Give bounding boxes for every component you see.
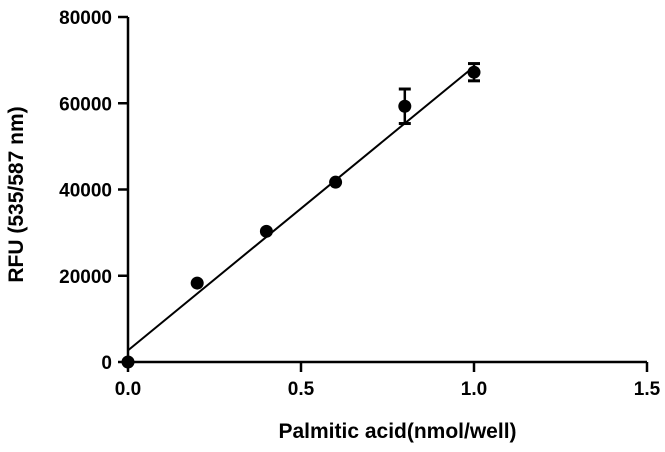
data-point bbox=[190, 276, 204, 290]
y-tick-label: 60000 bbox=[59, 94, 112, 115]
data-point bbox=[121, 355, 135, 369]
x-tick-label: 0.0 bbox=[115, 379, 141, 400]
data-points bbox=[121, 65, 481, 369]
axes bbox=[126, 17, 647, 364]
x-tick-label: 1.0 bbox=[461, 379, 487, 400]
data-point bbox=[467, 65, 481, 79]
y-tick-label: 80000 bbox=[59, 8, 112, 29]
data-point bbox=[398, 99, 412, 113]
y-axis-title: RFU (535/587 nm) bbox=[5, 106, 28, 282]
x-tick-label: 1.5 bbox=[634, 379, 661, 400]
y-tick-label: 0 bbox=[101, 353, 112, 374]
x-axis-title: Palmitic acid(nmol/well) bbox=[278, 420, 516, 443]
y-tick-label: 40000 bbox=[59, 181, 112, 202]
data-point bbox=[259, 224, 273, 238]
data-point bbox=[329, 175, 343, 189]
linear-fit-line bbox=[127, 65, 475, 352]
x-tick-label: 0.5 bbox=[288, 379, 315, 400]
fit-line-group bbox=[127, 65, 475, 352]
y-tick-label: 20000 bbox=[59, 267, 112, 288]
tick-group: 0 20000 40000 60000 80000 0.0 0.5 1.0 1.5 bbox=[59, 8, 660, 400]
